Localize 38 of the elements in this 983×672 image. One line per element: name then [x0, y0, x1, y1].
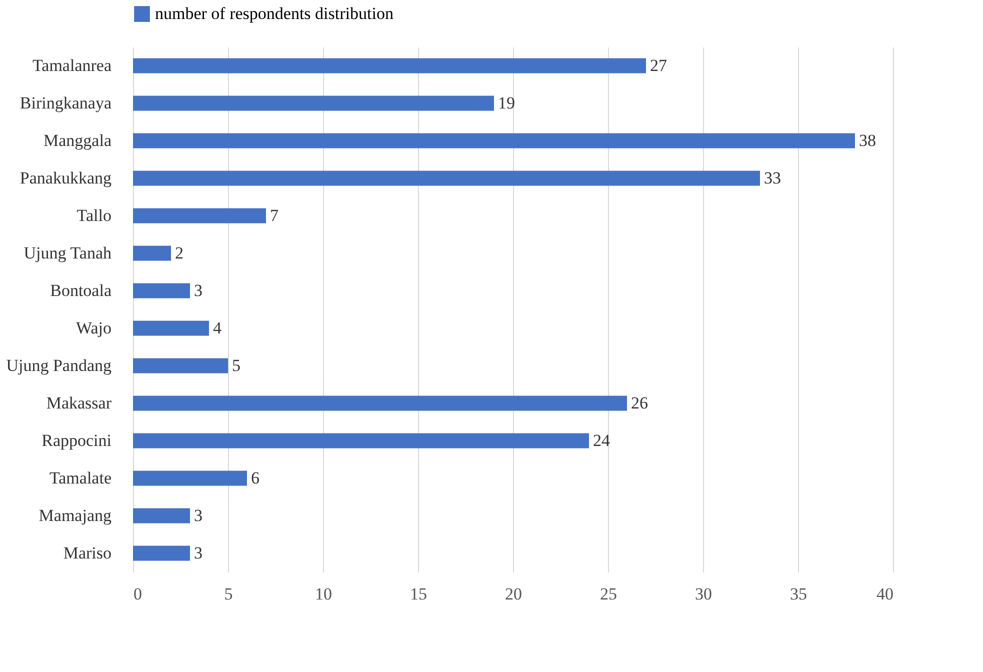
x-tick-label: 15 [410, 584, 427, 604]
y-tick-label: Makassar [46, 393, 112, 412]
y-tick-label: Manggala [44, 130, 112, 150]
data-label: 33 [764, 168, 781, 188]
x-tick-label: 30 [695, 584, 712, 604]
data-label: 3 [194, 280, 202, 300]
x-tick-label: 0 [134, 584, 142, 604]
y-tick-label: Tallo [76, 206, 112, 225]
data-label: 26 [631, 393, 648, 412]
x-tick-label: 25 [600, 584, 617, 604]
data-label: 27 [650, 56, 668, 75]
data-label: 4 [213, 318, 222, 338]
x-tick-label: 40 [876, 584, 894, 604]
x-tick-label: 5 [224, 584, 233, 604]
y-tick-label: Tamalanrea [32, 56, 112, 75]
x-tick-label: 20 [505, 584, 522, 604]
data-label: 3 [194, 506, 202, 525]
data-label: 2 [175, 243, 184, 262]
y-tick-label: Ujung Tanah [24, 243, 112, 262]
data-label: 24 [593, 430, 610, 450]
y-tick-label: Mamajang [38, 506, 112, 525]
y-tick-label: Mariso [63, 543, 112, 562]
data-label: 19 [498, 93, 515, 112]
y-tick-label: Tamalate [49, 468, 112, 488]
y-tick-label: Wajo [76, 318, 112, 338]
data-label: 3 [194, 543, 202, 562]
y-tick-label: Ujung Pandang [6, 356, 112, 375]
data-label: 7 [270, 206, 279, 225]
data-label: 38 [859, 130, 876, 150]
x-tick-label: 10 [315, 584, 332, 604]
legend-label: number of respondents distribution [155, 4, 394, 23]
y-tick-label: Biringkanaya [20, 93, 112, 112]
data-label: 6 [251, 468, 260, 488]
data-label: 5 [232, 356, 240, 375]
y-tick-label: Rappocini [42, 430, 112, 450]
y-tick-label: Panakukkang [20, 168, 112, 188]
y-tick-label: Bontoala [50, 280, 112, 300]
x-tick-label: 35 [790, 584, 807, 604]
